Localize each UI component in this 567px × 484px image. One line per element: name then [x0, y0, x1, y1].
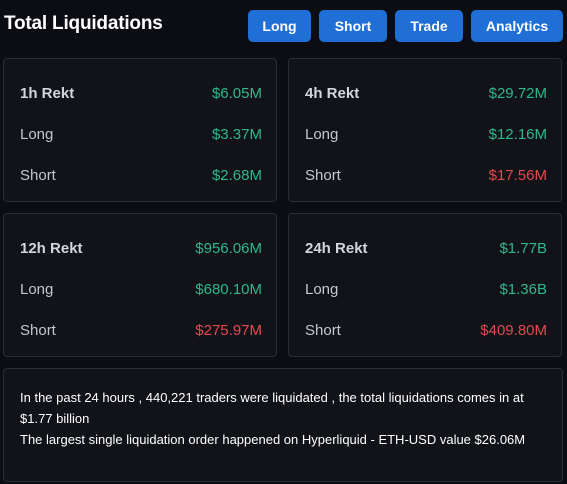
total-row: 4h Rekt $29.72M: [305, 83, 547, 103]
short-row: Short $275.97M: [20, 320, 262, 340]
long-label: Long: [20, 125, 54, 143]
long-button[interactable]: Long: [248, 10, 311, 42]
short-button[interactable]: Short: [319, 10, 387, 42]
header: Total Liquidations Long Short Trade Anal…: [0, 0, 567, 50]
card-1h-rekt: 1h Rekt $6.05M Long $3.37M Short $2.68M: [3, 58, 277, 202]
long-value: $3.37M: [211, 125, 262, 143]
short-label: Short: [305, 166, 341, 184]
short-value: $17.56M: [488, 166, 547, 184]
long-label: Long: [20, 280, 54, 298]
long-row: Long $12.16M: [305, 124, 547, 144]
card-24h-rekt: 24h Rekt $1.77B Long $1.36B Short $409.8…: [288, 213, 562, 357]
long-row: Long $680.10M: [20, 279, 262, 299]
short-row: Short $17.56M: [305, 165, 547, 185]
short-value: $2.68M: [211, 166, 262, 184]
total-value: $29.72M: [488, 84, 547, 102]
short-value: $275.97M: [195, 321, 262, 339]
long-label: Long: [305, 125, 339, 143]
summary-line-total: In the past 24 hours , 440,221 traders w…: [20, 390, 524, 426]
total-label: 12h Rekt: [20, 239, 83, 257]
total-value: $1.77B: [499, 239, 547, 257]
page-title: Total Liquidations: [4, 13, 163, 34]
long-row: Long $3.37M: [20, 124, 262, 144]
long-label: Long: [305, 280, 339, 298]
total-row: 1h Rekt $6.05M: [20, 83, 262, 103]
short-row: Short $409.80M: [305, 320, 547, 340]
long-value: $1.36B: [499, 280, 547, 298]
long-value: $12.16M: [488, 125, 547, 143]
short-label: Short: [20, 166, 56, 184]
total-label: 1h Rekt: [20, 84, 75, 102]
short-value: $409.80M: [480, 321, 547, 339]
card-4h-rekt: 4h Rekt $29.72M Long $12.16M Short $17.5…: [288, 58, 562, 202]
card-12h-rekt: 12h Rekt $956.06M Long $680.10M Short $2…: [3, 213, 277, 357]
total-value: $6.05M: [211, 84, 262, 102]
total-value: $956.06M: [195, 239, 262, 257]
summary-line-largest: The largest single liquidation order hap…: [20, 432, 526, 447]
short-label: Short: [20, 321, 56, 339]
total-row: 24h Rekt $1.77B: [305, 238, 547, 258]
short-row: Short $2.68M: [20, 165, 262, 185]
long-value: $680.10M: [195, 280, 262, 298]
trade-button[interactable]: Trade: [395, 10, 463, 42]
short-label: Short: [305, 321, 341, 339]
liquidation-summary: In the past 24 hours , 440,221 traders w…: [3, 368, 563, 482]
long-row: Long $1.36B: [305, 279, 547, 299]
total-row: 12h Rekt $956.06M: [20, 238, 262, 258]
total-label: 24h Rekt: [305, 239, 368, 257]
analytics-button[interactable]: Analytics: [471, 10, 563, 42]
total-label: 4h Rekt: [305, 84, 360, 102]
